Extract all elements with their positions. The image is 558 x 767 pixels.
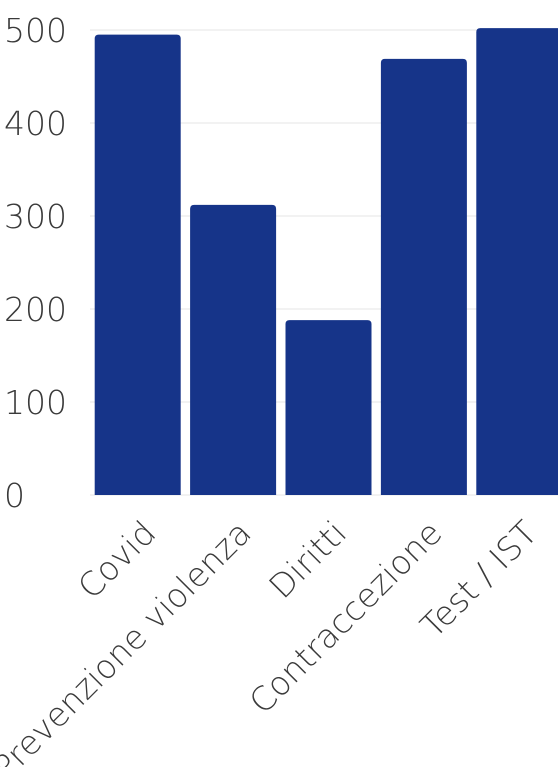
bar <box>476 28 558 495</box>
bar <box>380 58 467 495</box>
x-tick-label: Diritti <box>261 513 354 606</box>
y-tick-label: 300 <box>4 197 67 236</box>
y-tick-label: 500 <box>4 11 67 50</box>
y-tick-label: 200 <box>4 290 67 329</box>
bar <box>285 320 372 495</box>
y-tick-label: 100 <box>4 383 67 422</box>
bar <box>190 204 277 495</box>
y-tick-label: 0 <box>4 476 25 515</box>
y-tick-label: 400 <box>4 104 67 143</box>
x-tick-label: Covid <box>70 513 163 606</box>
bar <box>94 34 181 496</box>
